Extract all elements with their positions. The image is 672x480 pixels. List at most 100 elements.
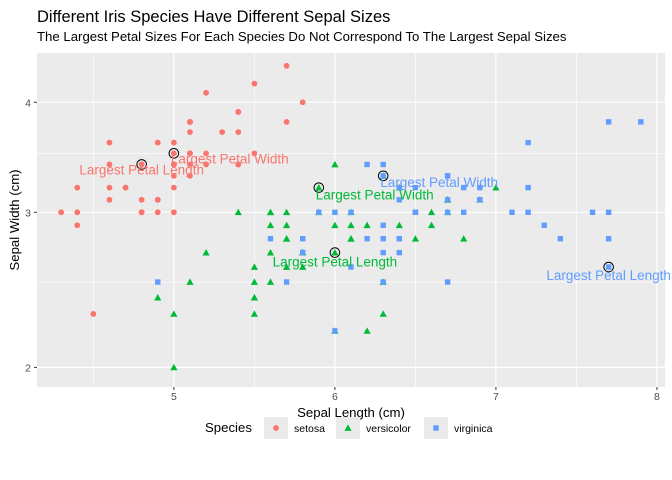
virginica-point [461, 209, 467, 216]
legend-key-versicolor [344, 424, 352, 431]
versicolor-point [170, 310, 178, 317]
setosa-point [74, 222, 81, 229]
versicolor-point [234, 208, 242, 216]
annotation-labels: Largest Petal Length Largest Petal Width L… [79, 151, 671, 283]
minor-gridlines [37, 53, 665, 387]
versicolor-point [331, 160, 339, 168]
virginica-point [525, 209, 531, 216]
plot-panel [37, 53, 665, 387]
setosa-point [170, 172, 177, 179]
versicolor-point [282, 235, 291, 242]
virginica-point [605, 119, 612, 125]
versicolor-point [347, 221, 355, 229]
setosa-point [138, 209, 145, 216]
setosa-point [299, 99, 306, 106]
virginica-point [396, 235, 403, 242]
setosa-point [170, 150, 177, 157]
virginica-point [299, 235, 306, 242]
virginica-point [396, 197, 403, 203]
versicolor-point [250, 310, 258, 317]
versicolor-point [299, 263, 307, 270]
setosa-point [154, 196, 161, 203]
virginica-point [348, 264, 354, 270]
setosa-point [74, 184, 81, 191]
virginica-point [605, 235, 612, 242]
highlight-ring [329, 247, 341, 258]
versicolor-point [250, 278, 258, 285]
legend-label-versicolor: versicolor [366, 423, 411, 435]
versicolor-point [250, 263, 258, 270]
y-tick-label: 3 [25, 207, 31, 219]
versicolor-point [427, 221, 436, 229]
virginica-point [299, 249, 306, 256]
legend-title: Species [205, 420, 252, 435]
annotation-label: Largest Petal Length [79, 162, 204, 177]
versicolor-point [379, 310, 387, 317]
legend-label-setosa: setosa [294, 423, 325, 435]
virginica-point [541, 222, 547, 228]
virginica-point [364, 235, 370, 242]
virginica-point [412, 209, 419, 216]
setosa-point [187, 161, 193, 168]
setosa-point [235, 161, 242, 168]
setosa-point [122, 184, 129, 191]
virginica-point [332, 328, 338, 334]
versicolor-point [363, 221, 371, 229]
setosa-point [170, 184, 177, 191]
setosa-point [251, 150, 258, 157]
legend: Species setosa versicolor virginica [205, 417, 493, 439]
virginica-point [396, 249, 403, 256]
virginica-point [412, 184, 419, 191]
setosa-point [138, 196, 145, 203]
setosa-point [170, 139, 177, 146]
setosa-point [106, 184, 113, 191]
highlight-rings [136, 148, 614, 273]
versicolor-point [315, 184, 323, 191]
virginica-point [380, 249, 386, 256]
setosa-point [106, 161, 113, 168]
highlight-ring [168, 148, 180, 159]
virginica-point [283, 279, 290, 285]
annotation-label: Largest Petal Length [546, 268, 671, 283]
versicolor-point [331, 221, 339, 229]
versicolor-point [282, 263, 291, 270]
annotation-label: Largest Petal Length [273, 255, 398, 270]
versicolor-point [266, 208, 275, 216]
x-tick-label: 7 [493, 391, 499, 403]
highlight-ring [377, 170, 389, 182]
setosa-point [74, 209, 81, 216]
x-tick-label: 8 [654, 391, 660, 403]
setosa-point [154, 139, 161, 146]
versicolor-point [202, 249, 210, 256]
virginica-point [316, 209, 322, 216]
setosa-point [170, 161, 177, 168]
highlight-ring [136, 159, 147, 170]
virginica-point [444, 197, 451, 203]
setosa-point [187, 172, 193, 179]
virginica-point [380, 173, 386, 179]
versicolor-point [460, 235, 468, 242]
setosa-point [203, 89, 209, 96]
virginica-point [557, 235, 564, 242]
virginica-point [589, 209, 596, 216]
virginica-point [605, 264, 612, 270]
setosa-point [235, 109, 242, 115]
virginica-point [380, 235, 386, 242]
versicolor-point [347, 235, 355, 242]
versicolor-point [411, 235, 420, 242]
virginica-point [267, 235, 274, 242]
virginica-point [396, 184, 403, 191]
highlight-ring [603, 261, 614, 273]
legend-key-setosa [273, 425, 279, 431]
setosa-point [187, 129, 193, 135]
annotation-label: Largest Petal Width [316, 188, 434, 203]
versicolor-point [331, 249, 339, 256]
virginica-point [509, 209, 515, 216]
versicolor-point [250, 294, 258, 301]
virginica-point [444, 173, 451, 179]
versicolor-point [266, 249, 275, 256]
virginica-point [605, 209, 612, 216]
virginica-point [332, 209, 338, 216]
versicolor-point [154, 294, 162, 301]
